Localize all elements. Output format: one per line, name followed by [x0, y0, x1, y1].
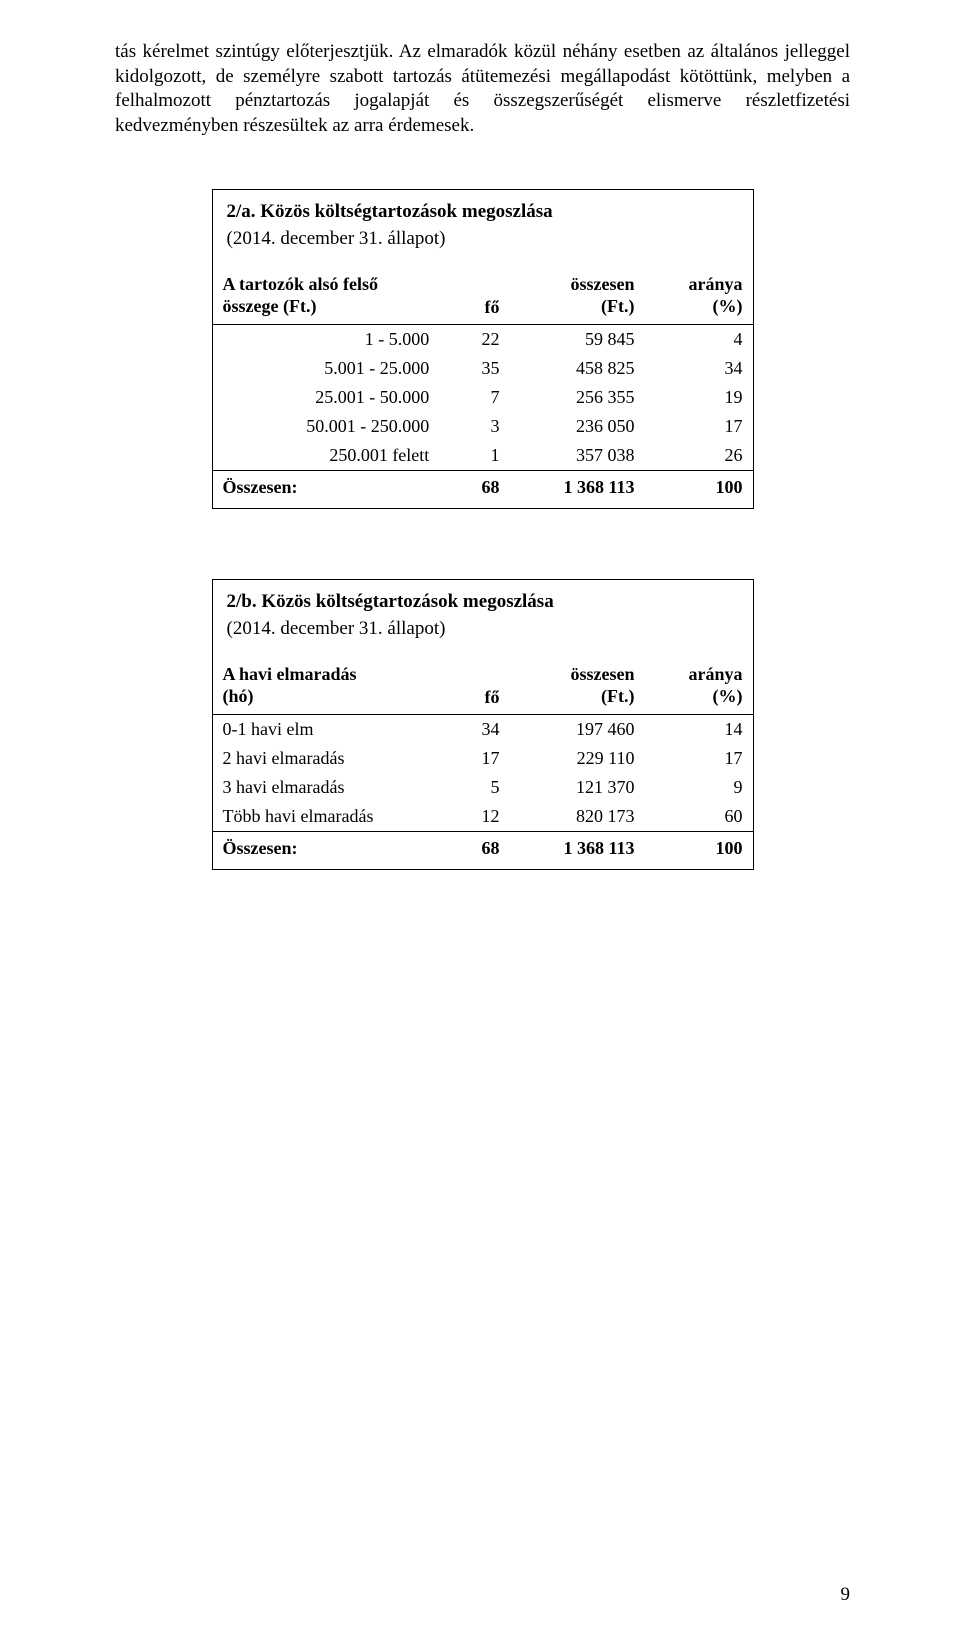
cell-total-label: Összesen:: [213, 831, 440, 869]
col-header-range: A tartozók alsó felső összege (Ft.): [213, 264, 440, 324]
header-text: összesen: [570, 664, 634, 684]
body-paragraph: tás kérelmet szintúgy előterjesztjük. Az…: [115, 40, 850, 139]
header-text: aránya: [689, 274, 743, 294]
col-header-count: fő: [439, 264, 509, 324]
header-text: összege (Ft.): [223, 296, 317, 316]
cell-range: 25.001 - 50.000: [213, 383, 440, 412]
table-2a: 2/a. Közös költségtartozások megoszlása …: [212, 189, 754, 509]
table-row: 1 - 5.000 22 59 845 4: [213, 324, 753, 354]
cell-sum: 197 460: [509, 714, 644, 744]
col-header-months: A havi elmaradás (hó): [213, 654, 440, 714]
header-text: (%): [713, 686, 743, 706]
cell-ratio: 17: [644, 412, 752, 441]
table-row: 2 havi elmaradás 17 229 110 17: [213, 744, 753, 773]
header-text: A havi elmaradás: [223, 664, 357, 684]
cell-sum: 236 050: [509, 412, 644, 441]
cell-ratio: 14: [644, 714, 752, 744]
cell-count: 7: [439, 383, 509, 412]
cell-ratio: 19: [644, 383, 752, 412]
cell-total-count: 68: [439, 831, 509, 869]
cell-count: 34: [439, 714, 509, 744]
cell-ratio: 9: [644, 773, 752, 802]
cell-count: 5: [439, 773, 509, 802]
table-2a-grid: A tartozók alsó felső összege (Ft.) fő ö…: [213, 264, 753, 507]
cell-range: 5.001 - 25.000: [213, 354, 440, 383]
header-text: összesen: [570, 274, 634, 294]
cell-sum: 256 355: [509, 383, 644, 412]
table-row: 50.001 - 250.000 3 236 050 17: [213, 412, 753, 441]
cell-total-sum: 1 368 113: [509, 470, 644, 508]
cell-range: 1 - 5.000: [213, 324, 440, 354]
cell-ratio: 17: [644, 744, 752, 773]
cell-sum: 820 173: [509, 802, 644, 832]
table-2b-title: 2/b. Közös költségtartozások megoszlása: [213, 580, 753, 619]
table-row: 250.001 felett 1 357 038 26: [213, 441, 753, 471]
table-row: 25.001 - 50.000 7 256 355 19: [213, 383, 753, 412]
col-header-sum: összesen (Ft.): [509, 654, 644, 714]
table-2b-grid: A havi elmaradás (hó) fő összesen (Ft.) …: [213, 654, 753, 868]
cell-months: 3 havi elmaradás: [213, 773, 440, 802]
cell-total-ratio: 100: [644, 470, 752, 508]
cell-count: 3: [439, 412, 509, 441]
table-row: 0-1 havi elm 34 197 460 14: [213, 714, 753, 744]
cell-sum: 229 110: [509, 744, 644, 773]
table-total-row: Összesen: 68 1 368 113 100: [213, 470, 753, 508]
page-number: 9: [841, 1584, 851, 1606]
table-row: Több havi elmaradás 12 820 173 60: [213, 802, 753, 832]
cell-count: 35: [439, 354, 509, 383]
header-text: (Ft.): [601, 686, 634, 706]
table-row: 5.001 - 25.000 35 458 825 34: [213, 354, 753, 383]
cell-months: 2 havi elmaradás: [213, 744, 440, 773]
col-header-count: fő: [439, 654, 509, 714]
table-2a-subtitle: (2014. december 31. állapot): [213, 228, 753, 264]
col-header-ratio: aránya (%): [644, 264, 752, 324]
header-text: aránya: [689, 664, 743, 684]
cell-total-label: Összesen:: [213, 470, 440, 508]
table-row: A tartozók alsó felső összege (Ft.) fő ö…: [213, 264, 753, 324]
cell-count: 17: [439, 744, 509, 773]
table-2b: 2/b. Közös költségtartozások megoszlása …: [212, 579, 754, 870]
cell-sum: 357 038: [509, 441, 644, 471]
cell-count: 22: [439, 324, 509, 354]
cell-range: 250.001 felett: [213, 441, 440, 471]
cell-total-count: 68: [439, 470, 509, 508]
cell-months: Több havi elmaradás: [213, 802, 440, 832]
col-header-ratio: aránya (%): [644, 654, 752, 714]
table-row: A havi elmaradás (hó) fő összesen (Ft.) …: [213, 654, 753, 714]
table-total-row: Összesen: 68 1 368 113 100: [213, 831, 753, 869]
col-header-sum: összesen (Ft.): [509, 264, 644, 324]
table-2a-title: 2/a. Közös költségtartozások megoszlása: [213, 190, 753, 229]
header-text: A tartozók alsó felső: [223, 274, 378, 294]
cell-count: 12: [439, 802, 509, 832]
cell-total-ratio: 100: [644, 831, 752, 869]
cell-ratio: 60: [644, 802, 752, 832]
document-page: tás kérelmet szintúgy előterjesztjük. Az…: [0, 0, 960, 1636]
cell-total-sum: 1 368 113: [509, 831, 644, 869]
cell-ratio: 4: [644, 324, 752, 354]
cell-ratio: 34: [644, 354, 752, 383]
cell-sum: 121 370: [509, 773, 644, 802]
table-2b-subtitle: (2014. december 31. állapot): [213, 618, 753, 654]
header-text: (%): [713, 296, 743, 316]
cell-count: 1: [439, 441, 509, 471]
table-row: 3 havi elmaradás 5 121 370 9: [213, 773, 753, 802]
header-text: (Ft.): [601, 296, 634, 316]
cell-range: 50.001 - 250.000: [213, 412, 440, 441]
cell-ratio: 26: [644, 441, 752, 471]
header-text: (hó): [223, 686, 254, 706]
cell-sum: 458 825: [509, 354, 644, 383]
cell-sum: 59 845: [509, 324, 644, 354]
cell-months: 0-1 havi elm: [213, 714, 440, 744]
